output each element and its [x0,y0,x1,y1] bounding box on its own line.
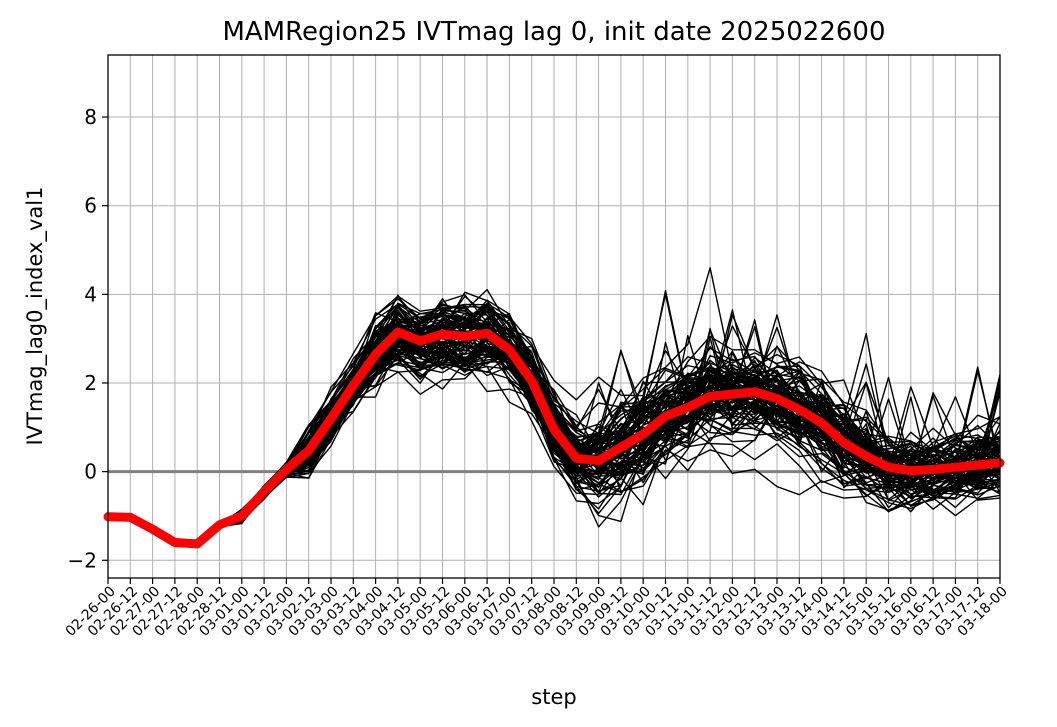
x-ticks: 02-26-0002-26-1202-27-0002-27-1202-28-00… [63,578,1011,640]
chart-title: MAMRegion25 IVTmag lag 0, init date 2025… [222,17,885,47]
y-tick-label: 6 [84,194,97,218]
y-axis-label: IVTmag_lag0_index_val1 [23,187,48,446]
y-tick-label: 2 [84,371,97,395]
ensemble-mean-group [103,327,1005,549]
y-tick-label: −2 [68,548,97,572]
y-tick-label: 0 [84,460,97,484]
y-tick-label: 8 [84,105,97,129]
grid [107,55,1001,578]
y-ticks: −2 0 2 4 6 8 [68,105,108,572]
x-axis-label: step [531,685,576,709]
y-tick-label: 4 [84,282,97,306]
ensemble-mean-line [103,327,1005,549]
